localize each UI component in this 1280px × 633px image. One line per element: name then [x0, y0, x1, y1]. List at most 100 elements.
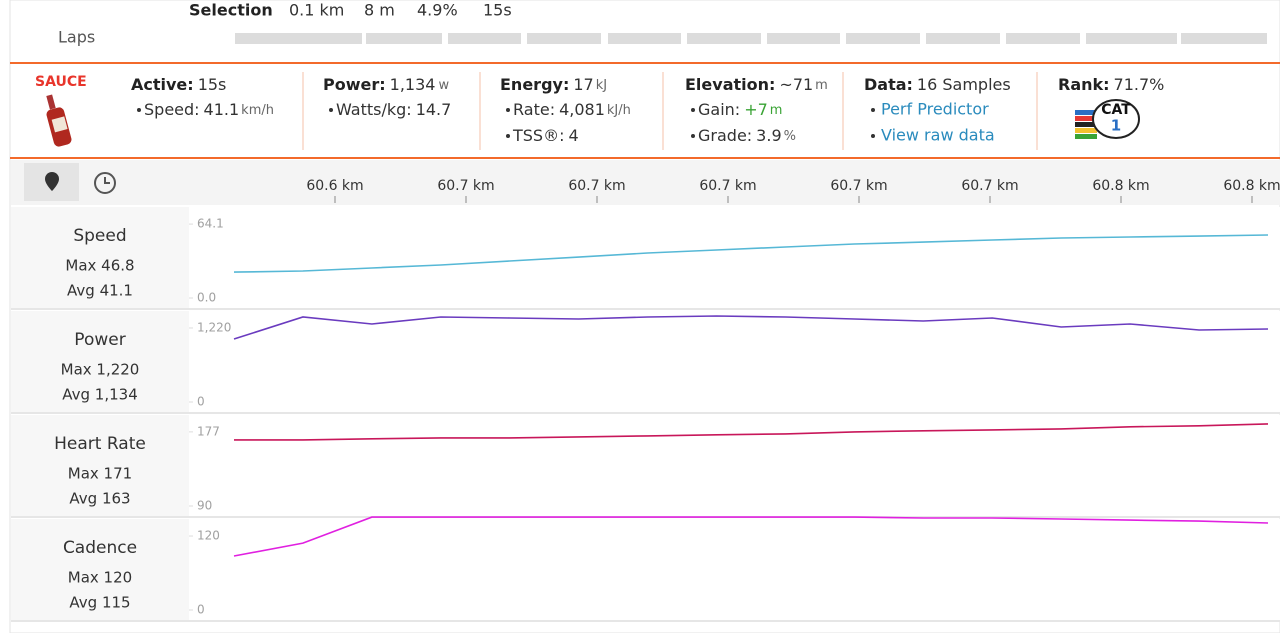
column-dividers [302, 72, 1038, 150]
y-tick-label: 64.1 [197, 217, 224, 231]
stat-part: ~71 [779, 75, 813, 94]
x-tick-label: 60.8 km [1223, 178, 1280, 194]
bullet [137, 108, 141, 112]
label-cell [11, 311, 189, 412]
y-tick-label: 0 [197, 395, 205, 409]
selection-distance: 0.1 km [289, 1, 344, 20]
series-line [233, 315, 1269, 340]
stat-part: Rate: [513, 100, 555, 119]
stat-part: Energy: [500, 75, 569, 94]
stat: Elevation: ~71 m [685, 75, 828, 94]
stat: Data: 16 Samples [864, 75, 1011, 94]
label-cell [11, 207, 189, 308]
y-tick-label: 90 [197, 499, 212, 513]
x-tick-label: 60.7 km [699, 178, 756, 194]
stat-part: kJ/h [607, 103, 631, 118]
x-tick-label: 60.7 km [830, 178, 887, 194]
series-title: Speed [73, 226, 126, 246]
stat-part: % [784, 129, 796, 144]
logo-bottle [46, 94, 72, 147]
label-cell [11, 415, 189, 516]
series-stat: Avg 41.1 [67, 282, 133, 300]
x-tick-label: 60.7 km [568, 178, 625, 194]
series-stat: Max 120 [68, 569, 132, 587]
clock-icon [94, 172, 116, 194]
stat-part: 16 Samples [917, 75, 1011, 94]
stat-part: Rank: [1058, 75, 1110, 94]
plot-cell [189, 519, 1280, 620]
lap-bars [235, 33, 1267, 44]
stat-part: kJ [596, 78, 607, 93]
link[interactable]: Perf Predictor [881, 100, 989, 119]
y-tick-label: 1,220 [197, 320, 231, 334]
clock-hands [104, 177, 110, 184]
stat-part: Watts/kg: [336, 100, 412, 119]
label-cell [11, 519, 189, 620]
stat-part: Data: [864, 75, 913, 94]
plot-cell [189, 311, 1280, 412]
stat-part: w [438, 78, 449, 93]
stat: TSS®: 4 [512, 126, 579, 145]
series-title: Heart Rate [54, 434, 146, 454]
y-tick-label: 120 [197, 529, 220, 543]
link[interactable]: View raw data [881, 126, 995, 145]
stat: Energy: 17 kJ [500, 75, 607, 94]
location-icon [45, 172, 59, 191]
stat-part: 71.7% [1114, 75, 1165, 94]
stat: Gain: +7 m [698, 100, 782, 119]
logo: SAUCE [35, 74, 87, 90]
series-stat: Avg 163 [69, 490, 130, 508]
stat: Rate: 4,081 kJ/h [513, 100, 631, 119]
stat-part: km/h [241, 103, 274, 118]
plot-cell [189, 415, 1280, 516]
bullet [871, 108, 875, 112]
plot-cell [189, 207, 1280, 308]
bullet [871, 134, 875, 138]
series-title: Power [74, 330, 125, 350]
y-tick-label: 0 [197, 603, 205, 617]
selection-elevation: 8 m [364, 1, 395, 20]
stat-part: 15s [198, 75, 227, 94]
series-title: Cadence [63, 538, 137, 558]
laps-label: Laps [58, 28, 95, 47]
stat-part: 14.7 [416, 100, 452, 119]
stat-part: Elevation: [685, 75, 775, 94]
x-tick-label: 60.6 km [306, 178, 363, 194]
stat: Power: 1,134 w [323, 75, 449, 94]
stat-part: Grade: [698, 126, 752, 145]
stat: Watts/kg: 14.7 [336, 100, 451, 119]
stat-part: Power: [323, 75, 386, 94]
stat-part: m [815, 78, 828, 93]
stat: Speed: 41.1 km/h [144, 100, 274, 119]
cat-badge [1075, 99, 1140, 139]
selection-grade: 4.9% [417, 1, 458, 20]
series-stat: Max 171 [68, 465, 132, 483]
series-stat: Avg 1,134 [62, 386, 138, 404]
stat-part: +7 [744, 100, 768, 119]
y-tick-label: 177 [197, 424, 220, 438]
bullet [691, 134, 695, 138]
bullet [506, 108, 510, 112]
x-tick-label: 60.7 km [961, 178, 1018, 194]
bullet [506, 134, 510, 138]
bullet [691, 108, 695, 112]
stat-part: Gain: [698, 100, 740, 119]
bullet [329, 108, 333, 112]
selection-time: 15s [483, 1, 512, 20]
selection-label: Selection [189, 1, 273, 20]
series-stat: Max 1,220 [61, 361, 140, 379]
series-line [234, 423, 1269, 441]
stat-part: 41.1 [204, 100, 240, 119]
stat-part: 1,134 [390, 75, 436, 94]
stat-part: Active: [131, 75, 194, 94]
stat-part: m [770, 103, 783, 118]
stat: Active: 15s [131, 75, 226, 94]
stat-part: 3.9 [756, 126, 781, 145]
series-stat: Avg 115 [69, 594, 130, 612]
x-tick-label: 60.8 km [1092, 178, 1149, 194]
y-tick-label: 0.0 [197, 291, 216, 305]
stat-part: 4 [568, 126, 578, 145]
stat: Grade: 3.9% [698, 126, 796, 145]
badge-level: 1 [1111, 117, 1121, 135]
axis-bar [11, 160, 1280, 205]
